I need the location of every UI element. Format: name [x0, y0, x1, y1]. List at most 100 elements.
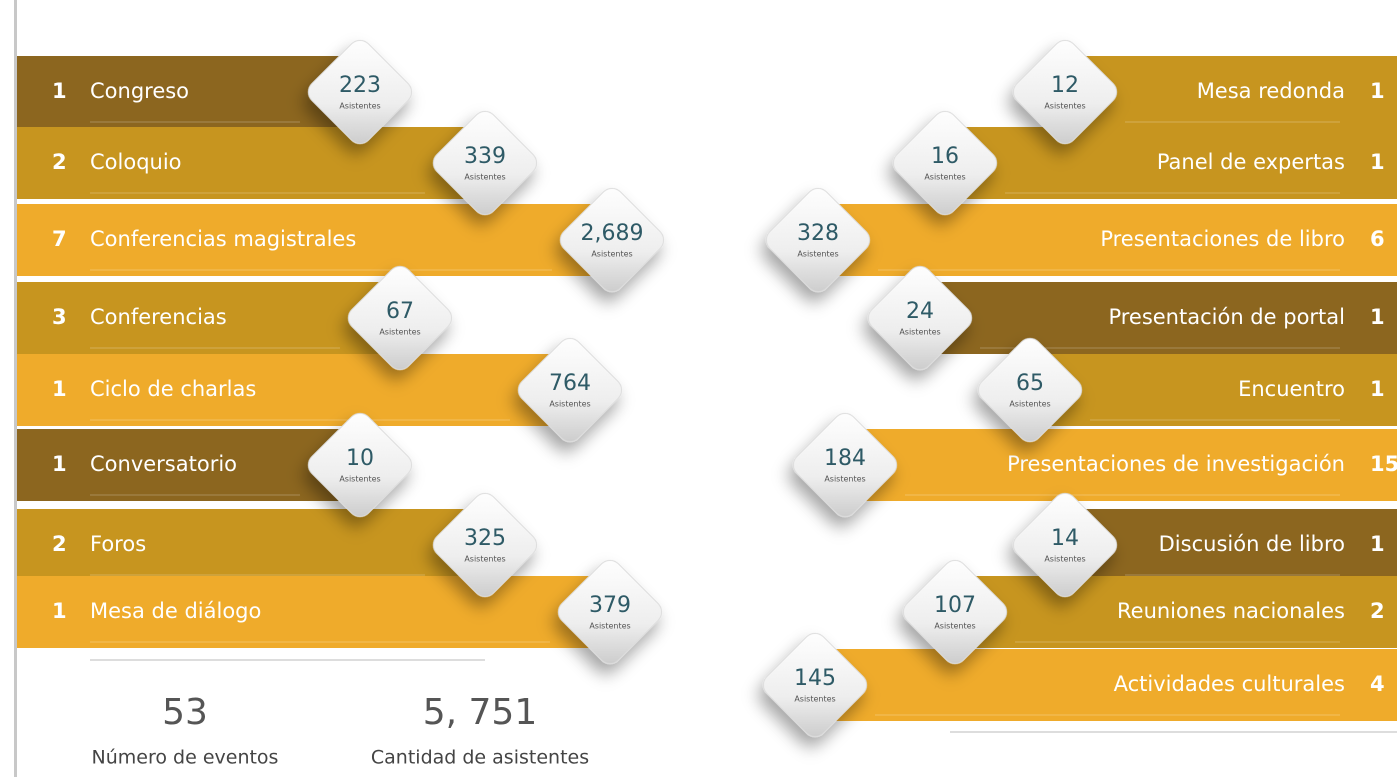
- attendee-badge: 16 Asistentes: [892, 110, 998, 216]
- badge-diamond: [307, 39, 413, 145]
- event-label: Presentaciones de investigación: [1007, 452, 1345, 476]
- attendee-count: 184: [824, 446, 866, 471]
- row-bar: [17, 429, 360, 501]
- attendee-badge: 67 Asistentes: [347, 265, 453, 371]
- event-label: Ciclo de charlas: [90, 377, 256, 401]
- event-label: Mesa redonda: [1197, 79, 1345, 103]
- event-count: 4: [1370, 672, 1385, 696]
- row-bar: [17, 282, 400, 354]
- attendee-count: 379: [589, 593, 631, 618]
- attendee-unit: Asistentes: [924, 173, 965, 182]
- event-count: 1: [52, 377, 67, 401]
- badge-diamond: [1012, 39, 1118, 145]
- event-label: Coloquio: [90, 150, 182, 174]
- attendee-unit: Asistentes: [797, 250, 838, 259]
- attendee-badge: 65 Asistentes: [977, 337, 1083, 443]
- badge-diamond: [557, 559, 663, 665]
- attendee-count: 145: [794, 666, 836, 691]
- attendee-unit: Asistentes: [589, 622, 630, 631]
- attendee-unit: Asistentes: [1009, 400, 1050, 409]
- attendee-unit: Asistentes: [794, 695, 835, 704]
- badge-diamond: [432, 110, 538, 216]
- row-bar: [920, 282, 1397, 354]
- attendee-unit: Asistentes: [591, 250, 632, 259]
- attendee-badge: 325 Asistentes: [432, 492, 538, 598]
- attendee-unit: Asistentes: [379, 328, 420, 337]
- row-bar: [1065, 56, 1397, 128]
- attendee-badge: 339 Asistentes: [432, 110, 538, 216]
- attendee-count: 764: [549, 371, 591, 396]
- attendee-unit: Asistentes: [464, 173, 505, 182]
- event-count: 3: [52, 305, 67, 329]
- event-count: 1: [1370, 377, 1385, 401]
- attendee-count: 12: [1051, 73, 1079, 98]
- attendee-count: 10: [346, 446, 374, 471]
- attendee-count: 2,689: [581, 221, 644, 246]
- event-count: 1: [1370, 79, 1385, 103]
- attendee-count: 339: [464, 144, 506, 169]
- row-bar: [17, 56, 360, 128]
- event-count: 1: [1370, 305, 1385, 329]
- attendee-badge: 184 Asistentes: [792, 412, 898, 518]
- attendee-badge: 107 Asistentes: [902, 559, 1008, 665]
- attendee-count: 223: [339, 73, 381, 98]
- attendee-badge: 14 Asistentes: [1012, 492, 1118, 598]
- attendee-unit: Asistentes: [464, 555, 505, 564]
- event-label: Presentación de portal: [1108, 305, 1345, 329]
- attendee-count: 65: [1016, 371, 1044, 396]
- attendee-unit: Asistentes: [934, 622, 975, 631]
- event-count: 7: [52, 227, 67, 251]
- event-count: 6: [1370, 227, 1385, 251]
- summary-label: Cantidad de asistentes: [371, 747, 589, 769]
- badge-diamond: [517, 337, 623, 443]
- attendee-count: 14: [1051, 526, 1079, 551]
- attendee-count: 107: [934, 593, 976, 618]
- attendee-unit: Asistentes: [899, 328, 940, 337]
- event-label: Congreso: [90, 79, 189, 103]
- row-bar: [815, 649, 1397, 721]
- badge-diamond: [892, 110, 998, 216]
- attendee-count: 67: [386, 299, 414, 324]
- attendee-unit: Asistentes: [549, 400, 590, 409]
- event-count: 1: [52, 452, 67, 476]
- event-label: Mesa de diálogo: [90, 599, 261, 623]
- attendee-badge: 12 Asistentes: [1012, 39, 1118, 145]
- side-rule: [14, 0, 17, 777]
- attendee-count: 24: [906, 299, 934, 324]
- attendee-badge: 764 Asistentes: [517, 337, 623, 443]
- event-count: 1: [1370, 150, 1385, 174]
- event-label: Actividades culturales: [1114, 672, 1345, 696]
- badge-diamond: [902, 559, 1008, 665]
- event-label: Presentaciones de libro: [1100, 227, 1345, 251]
- event-label: Reuniones nacionales: [1117, 599, 1345, 623]
- badge-diamond: [307, 412, 413, 518]
- row-bar: [1065, 509, 1397, 581]
- event-count: 1: [52, 79, 67, 103]
- event-count: 2: [1370, 599, 1385, 623]
- badge-diamond: [867, 265, 973, 371]
- row-bar: [17, 204, 612, 276]
- attendee-unit: Asistentes: [339, 475, 380, 484]
- attendee-unit: Asistentes: [824, 475, 865, 484]
- event-label: Discusión de libro: [1159, 532, 1345, 556]
- event-label: Foros: [90, 532, 146, 556]
- row-bar: [1030, 354, 1397, 426]
- event-label: Conferencias: [90, 305, 227, 329]
- event-label: Encuentro: [1238, 377, 1345, 401]
- event-count: 1: [52, 599, 67, 623]
- row-bar: [17, 509, 485, 581]
- event-count: 15: [1370, 452, 1397, 476]
- attendee-badge: 24 Asistentes: [867, 265, 973, 371]
- badge-diamond: [762, 632, 868, 738]
- badge-diamond: [559, 187, 665, 293]
- event-label: Conferencias magistrales: [90, 227, 356, 251]
- attendee-unit: Asistentes: [1044, 102, 1085, 111]
- badge-diamond: [765, 187, 871, 293]
- event-count: 1: [1370, 532, 1385, 556]
- event-label: Panel de expertas: [1157, 150, 1345, 174]
- attendee-badge: 2,689 Asistentes: [559, 187, 665, 293]
- badge-diamond: [977, 337, 1083, 443]
- row-bar: [945, 127, 1397, 199]
